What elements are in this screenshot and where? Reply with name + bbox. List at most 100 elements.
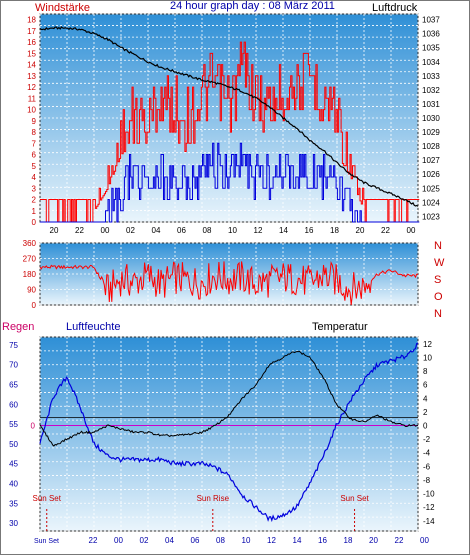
chart-title: 24 hour graph day : 08 März 2011	[170, 0, 335, 12]
wind-tick-label: 0	[32, 218, 37, 227]
wind-avg-line	[40, 142, 420, 223]
sun-event-label: Sun Set	[340, 494, 369, 503]
compass-label: N	[434, 308, 442, 320]
humidity-tick-label: 55	[9, 420, 18, 429]
humidity-tick-label: 60	[9, 400, 18, 409]
direction-tick-label: 0	[32, 301, 37, 310]
temperature-tick-label: 8	[423, 367, 428, 376]
humidity-tick-label: 40	[9, 479, 18, 488]
humidity-x-tick-label: 22	[395, 536, 404, 545]
humidity-tick-label: 70	[9, 361, 18, 370]
pressure-tick-label: 1035	[422, 44, 440, 53]
pressure-tick-label: 1031	[422, 100, 440, 109]
wind-x-tick-label: 12	[254, 226, 263, 235]
compass-label: S	[434, 274, 441, 286]
temperature-tick-label: 4	[423, 394, 428, 403]
humidity-line	[39, 342, 419, 523]
temperature-tick-label: -12	[423, 503, 435, 512]
temperature-tick-label: -8	[423, 476, 431, 485]
wind-gust-line	[40, 41, 420, 223]
wind-x-tick-label: 22	[381, 226, 390, 235]
temperature-tick-label: 6	[423, 381, 428, 390]
temperature-tick-label: -6	[423, 462, 431, 471]
humidity-tick-label: 35	[9, 499, 18, 508]
humidity-x-tick-label: 00	[420, 536, 429, 545]
humidity-label: Luftfeuchte	[66, 321, 120, 333]
wind-x-tick-label: 08	[203, 226, 212, 235]
wind-tick-label: 11	[28, 94, 37, 103]
wind-tick-label: 9	[32, 117, 37, 126]
pressure-tick-label: 1037	[422, 16, 440, 25]
wind-x-tick-label: 00	[407, 226, 416, 235]
wind-x-tick-label: 22	[75, 226, 84, 235]
humidity-x-tick-label: 02	[140, 536, 149, 545]
pressure-tick-label: 1026	[422, 170, 440, 179]
wind-x-tick-label: 06	[177, 226, 186, 235]
humidity-x-tick-label: 08	[216, 536, 225, 545]
temperature-tick-label: 10	[423, 353, 432, 362]
temperature-tick-label: 12	[423, 340, 432, 349]
pressure-tick-label: 1023	[422, 212, 440, 221]
sun-event-label: Sun Rise	[197, 494, 230, 503]
sun-event-label: Sun Set	[33, 494, 62, 503]
wind-tick-label: 7	[32, 139, 37, 148]
humidity-x-tick-label: 00	[114, 536, 123, 545]
rain-label: Regen	[2, 321, 34, 333]
wind-tick-label: 14	[27, 61, 36, 70]
pressure-line	[39, 26, 419, 207]
temperature-tick-label: -4	[423, 449, 431, 458]
pressure-tick-label: 1029	[422, 128, 440, 137]
pressure-tick-label: 1032	[422, 86, 440, 95]
humidity-tick-label: 45	[9, 460, 18, 469]
direction-tick-label: 270	[23, 255, 37, 264]
temperature-tick-label: 0	[423, 421, 428, 430]
temperature-label: Temperatur	[312, 321, 368, 333]
wind-tick-label: 8	[32, 128, 37, 137]
humidity-tick-label: 50	[9, 440, 18, 449]
wind-x-tick-label: 04	[152, 226, 161, 235]
wind-x-tick-label: 20	[356, 226, 365, 235]
pressure-tick-label: 1028	[422, 142, 440, 151]
temperature-line	[39, 350, 419, 447]
humidity-x-tick-label: 20	[369, 536, 378, 545]
humidity-x-tick-label: 14	[293, 536, 302, 545]
wind-x-tick-label: 16	[305, 226, 314, 235]
temperature-tick-label: 2	[423, 408, 428, 417]
pressure-tick-label: 1033	[422, 72, 440, 81]
wind-tick-label: 13	[27, 72, 36, 81]
temperature-tick-label: -14	[423, 517, 435, 526]
pressure-label: Luftdruck	[372, 2, 418, 14]
wind-x-tick-label: 00	[101, 226, 110, 235]
humidity-tick-label: 75	[9, 341, 18, 350]
humidity-x-tick-label: 06	[191, 536, 200, 545]
humidity-x-tick-label: 12	[267, 536, 276, 545]
pressure-tick-label: 1027	[422, 156, 440, 165]
wind-tick-label: 18	[27, 16, 36, 25]
compass-label: O	[434, 291, 443, 303]
pressure-tick-label: 1024	[422, 198, 440, 207]
humidity-tick-label: 30	[9, 519, 18, 528]
humidity-x-tick-label: 22	[89, 536, 98, 545]
temperature-tick-label: -2	[423, 435, 431, 444]
pressure-tick-label: 1036	[422, 30, 440, 39]
humidity-x-tick-label: 04	[165, 536, 174, 545]
compass-label: N	[434, 240, 442, 252]
direction-tick-label: 90	[27, 286, 36, 295]
direction-tick-label: 360	[23, 239, 37, 248]
humidity-x-tick-label: 10	[242, 536, 251, 545]
wind-tick-label: 3	[32, 184, 37, 193]
wind-tick-label: 1	[32, 207, 37, 216]
humidity-x-tick-label: 18	[344, 536, 353, 545]
direction-tick-label: 180	[23, 270, 37, 279]
wind-tick-label: 10	[27, 106, 36, 115]
rain-tick-label: 0	[31, 421, 36, 430]
wind-x-tick-label: 10	[228, 226, 237, 235]
wind-direction-line	[39, 260, 418, 306]
wind-x-tick-label: 18	[330, 226, 339, 235]
compass-label: W	[434, 257, 445, 269]
wind-tick-label: 2	[32, 196, 37, 205]
wind-tick-label: 4	[32, 173, 37, 182]
wind-tick-label: 12	[27, 83, 36, 92]
